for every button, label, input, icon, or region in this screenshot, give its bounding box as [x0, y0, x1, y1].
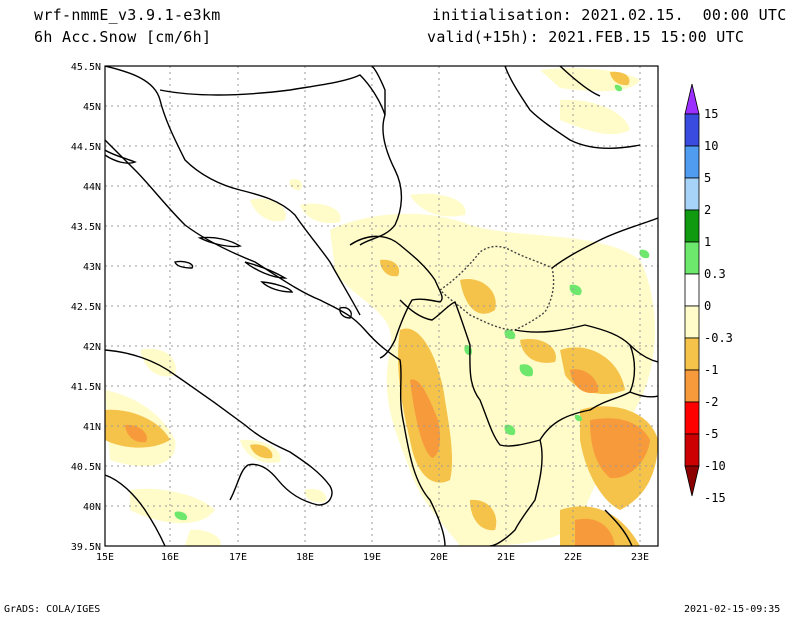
lat-label: 42.5N	[71, 302, 101, 313]
legend-label: 2	[704, 203, 711, 217]
greece-coastline	[604, 509, 633, 546]
legend-swatch	[684, 369, 700, 403]
lon-label: 16E	[161, 552, 179, 563]
legend-label: 1	[704, 235, 711, 249]
montenegro-border	[349, 235, 443, 359]
serbia-border	[371, 66, 386, 115]
island-outline	[174, 260, 194, 269]
legend-swatch	[684, 113, 700, 147]
adriatic-coastline	[105, 139, 446, 546]
lon-label: 22E	[564, 552, 582, 563]
lon-label: 18E	[296, 552, 314, 563]
legend-label: -10	[704, 459, 726, 473]
legend-swatch	[684, 241, 700, 275]
footer-timestamp: 2021-02-15-09:35	[684, 604, 781, 615]
footer-credit: GrADS: COLA/IGES	[4, 604, 101, 615]
legend-swatch	[684, 337, 700, 371]
legend-label: 0	[704, 299, 711, 313]
island-outline	[197, 236, 242, 248]
init-time: initialisation: 2021.02.15. 00:00 UTC	[432, 6, 787, 24]
lat-label: 45.5N	[71, 62, 101, 73]
croatia-bosnia-border	[159, 74, 386, 116]
lat-label: 40.5N	[71, 462, 101, 473]
lat-labels: 45.5N 45N 44.5N 44N 43.5N 43N 42.5N 42N …	[71, 62, 101, 553]
legend-label: 0.3	[704, 267, 726, 281]
lat-label: 43.5N	[71, 222, 101, 233]
field-title: 6h Acc.Snow [cm/6h]	[34, 28, 212, 46]
legend-swatch	[684, 177, 700, 211]
legend-label: 10	[704, 139, 718, 153]
kosovo-border	[439, 245, 555, 331]
valid-time: valid(+15h): 2021.FEB.15 15:00 UTC	[427, 28, 745, 46]
lat-label: 41N	[83, 422, 101, 433]
legend-swatch	[684, 145, 700, 179]
lat-label: 44.5N	[71, 142, 101, 153]
color-legend	[684, 83, 700, 497]
north-macedonia-border	[514, 324, 636, 441]
legend-swatch	[684, 209, 700, 243]
legend-arrow-top	[684, 83, 700, 115]
legend-label: -5	[704, 427, 718, 441]
lon-label: 21E	[497, 552, 515, 563]
lat-label: 39.5N	[71, 542, 101, 553]
snow-field	[105, 68, 658, 546]
legend-labels: 15 10 5 2 1 0.3 0 -0.3 -1 -2 -5 -10 -15	[704, 107, 733, 505]
island-outline	[105, 149, 137, 164]
lat-label: 44N	[83, 182, 101, 193]
lon-label: 20E	[430, 552, 448, 563]
legend-label: 15	[704, 107, 718, 121]
bulgaria-border	[551, 217, 658, 269]
legend-arrow-bottom	[684, 465, 700, 497]
model-title: wrf-nmmE_v3.9.1-e3km	[34, 6, 221, 24]
legend-label: -0.3	[704, 331, 733, 345]
lon-label: 23E	[631, 552, 649, 563]
albania-border	[399, 299, 543, 546]
lon-label: 19E	[363, 552, 381, 563]
lon-label: 17E	[229, 552, 247, 563]
legend-label: -15	[704, 491, 726, 505]
legend-label: -2	[704, 395, 718, 409]
legend-swatch	[684, 273, 700, 307]
lat-label: 41.5N	[71, 382, 101, 393]
greece-border	[629, 391, 658, 398]
legend-label: 5	[704, 171, 711, 185]
lat-label: 40N	[83, 502, 101, 513]
lat-label: 42N	[83, 342, 101, 353]
danube-border	[559, 66, 601, 97]
serbia-north	[504, 66, 641, 149]
legend-swatch	[684, 305, 700, 339]
bosnia-serbia-border	[359, 114, 403, 246]
italy-coastline	[105, 349, 333, 506]
lat-label: 43N	[83, 262, 101, 273]
lat-lon-grid	[105, 66, 658, 546]
lon-label: 15E	[96, 552, 114, 563]
croatia-bosnia-border	[105, 66, 361, 316]
legend-label: -1	[704, 363, 718, 377]
island-outline	[260, 281, 294, 293]
italy-heel-coast	[105, 474, 166, 546]
island-outline	[244, 261, 288, 279]
lat-label: 45N	[83, 102, 101, 113]
coastlines-borders	[105, 66, 658, 546]
map-frame	[104, 65, 659, 547]
island-outline	[339, 306, 352, 319]
legend-swatch	[684, 433, 700, 467]
legend-swatch	[684, 401, 700, 435]
lon-labels: 15E 16E 17E 18E 19E 20E 21E 22E 23E	[96, 552, 649, 563]
bulgaria-macedonia	[629, 344, 658, 363]
